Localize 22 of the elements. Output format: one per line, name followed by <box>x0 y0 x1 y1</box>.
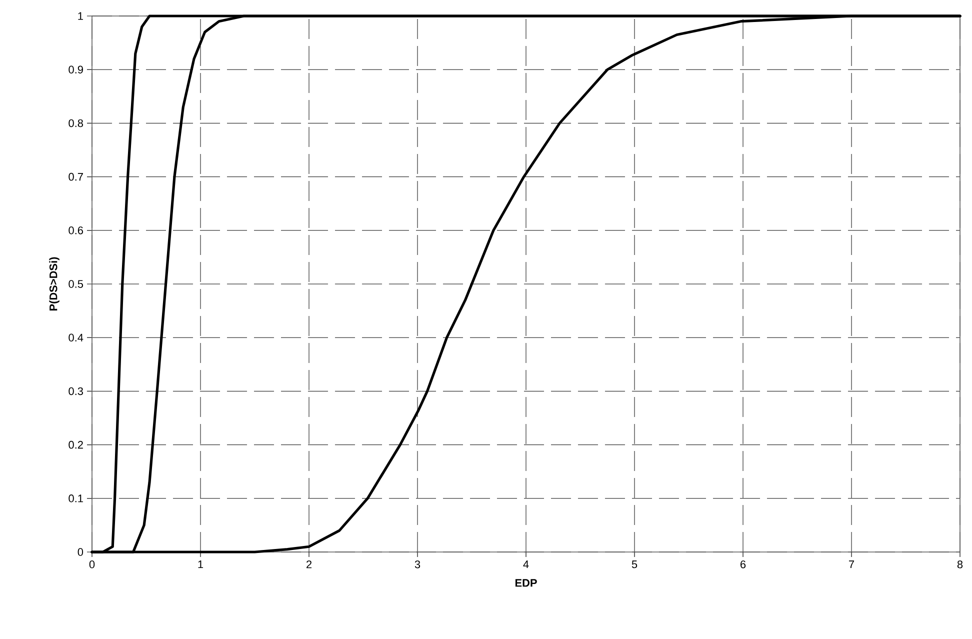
y-tick-label: 1 <box>78 12 83 20</box>
y-tick-label: 0.5 <box>68 280 84 288</box>
x-tick-label: 3 <box>414 560 420 568</box>
x-tick-label: 0 <box>89 560 95 568</box>
y-axis-title: P(DS>DSi) <box>49 257 60 311</box>
y-tick-label: 0 <box>78 548 84 556</box>
y-tick-label: 0.2 <box>68 440 83 449</box>
y-tick-label: 0.1 <box>68 494 83 502</box>
x-tick-label: 2 <box>306 560 312 568</box>
x-tick-label: 4 <box>523 560 529 568</box>
x-axis-title: EDP <box>515 579 537 587</box>
y-tick-label: 0.3 <box>68 387 83 396</box>
x-tick-label: 1 <box>198 560 204 568</box>
y-tick-label: 0.9 <box>68 66 83 74</box>
x-tick-label: 8 <box>957 560 963 568</box>
y-tick-label: 0.4 <box>68 334 84 342</box>
x-tick-label: 7 <box>849 560 854 568</box>
x-tick-label: 5 <box>632 560 638 568</box>
x-tick-label: 6 <box>740 560 746 568</box>
y-tick-label: 0.8 <box>68 119 83 128</box>
y-tick-label: 0.7 <box>68 172 83 181</box>
y-tick-label: 0.6 <box>68 226 83 234</box>
